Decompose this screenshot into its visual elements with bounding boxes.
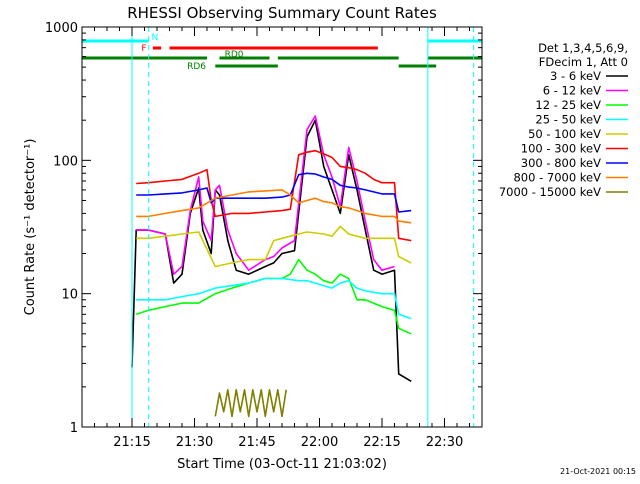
x-tick-label: 22:15 (363, 435, 400, 450)
legend-entry-label: 6 - 12 keV (543, 84, 601, 98)
x-axis: 21:15 21:30 21:45 22:00 22:15 22:30 (81, 27, 483, 450)
series-line-3 (136, 277, 412, 320)
footer-date: 21-Oct-2021 00:15 (560, 467, 636, 476)
legend-entry-label: 300 - 800 keV (521, 156, 601, 170)
flag-label-rd0: RD0 (225, 50, 244, 60)
legend-entry-label: 25 - 50 keV (535, 113, 601, 127)
flag-label-rd6: RD6 (187, 62, 206, 72)
series-line-2 (135, 258, 412, 335)
x-tick-label: 21:45 (238, 435, 275, 450)
y-tick-label: 10 (61, 288, 78, 303)
series-line-6 (136, 172, 412, 213)
series-line-1 (136, 115, 395, 275)
x-tick-label: 22:30 (426, 435, 463, 450)
series-lines (131, 115, 412, 418)
plot-frame (81, 26, 483, 428)
legend-entry-label: 7000 - 15000 keV (499, 185, 601, 199)
y-tick-label: 1 (70, 421, 78, 436)
legend-header-2: FDecim 1, Att 0 (539, 55, 628, 69)
flag-label-f: F (141, 44, 146, 54)
flag-label-n: N (152, 33, 159, 43)
y-axis-label: Count Rate (s⁻¹ detector⁻¹) (23, 139, 38, 316)
x-tick-label: 22:00 (301, 435, 338, 450)
boundary-lines (131, 27, 475, 427)
x-tick-label: 21:30 (176, 435, 213, 450)
legend-entry-label: 100 - 300 keV (521, 142, 601, 156)
series-line-0 (131, 119, 412, 382)
legend-entry-label: 12 - 25 keV (535, 98, 601, 112)
series-line-5 (136, 149, 412, 242)
legend-entry-label: 800 - 7000 keV (513, 171, 601, 185)
legend-header-1: Det 1,3,4,5,6,9, (538, 41, 628, 55)
legend-entry-label: 50 - 100 keV (528, 127, 601, 141)
series-line-4 (136, 225, 412, 268)
series-line-8 (214, 389, 287, 418)
flag-bars: NF RD0 RD6 (82, 33, 482, 72)
x-axis-label: Start Time (03-Oct-11 21:03:02) (177, 457, 387, 472)
y-tick-label: 1000 (45, 21, 78, 36)
y-axis: 1 10 100 1000 (45, 21, 482, 436)
y-tick-label: 100 (53, 154, 78, 169)
series-line-7 (136, 189, 412, 224)
chart-title: RHESSI Observing Summary Count Rates (127, 4, 437, 22)
x-tick-label: 21:15 (113, 435, 150, 450)
legend-entry-label: 3 - 6 keV (550, 69, 601, 83)
